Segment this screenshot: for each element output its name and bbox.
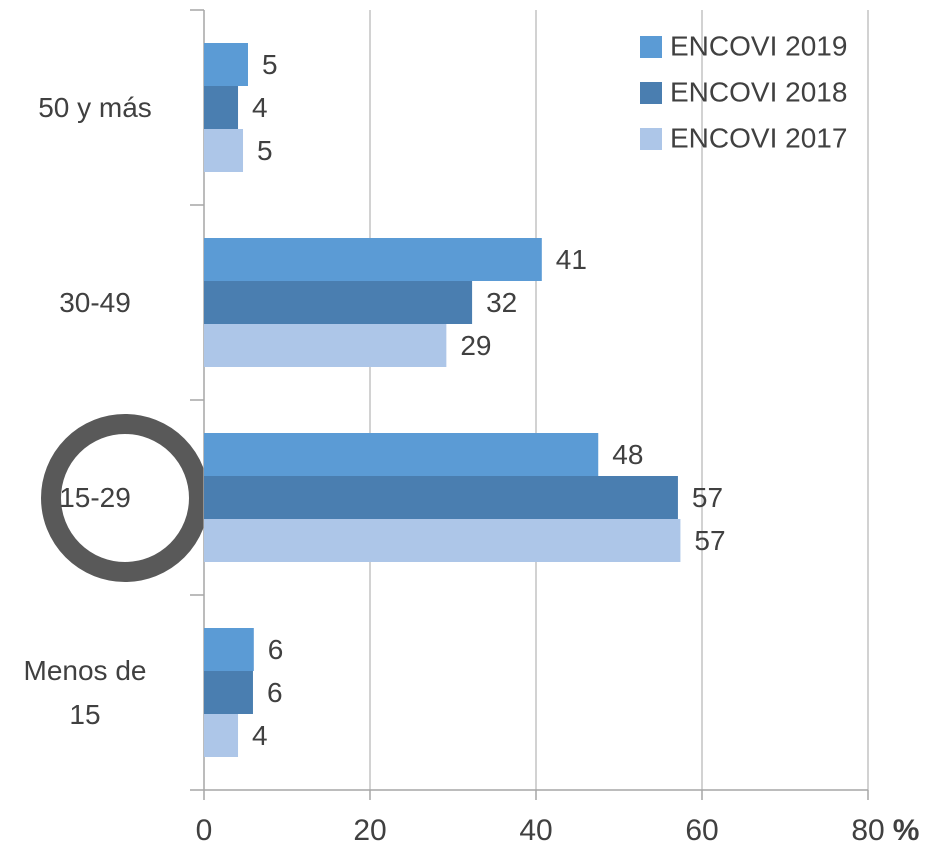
data-label: 57 — [692, 482, 723, 513]
data-label: 5 — [262, 49, 278, 80]
data-label: 32 — [486, 287, 517, 318]
x-tick-label: 40 — [519, 814, 552, 847]
y-tick-label: 15-29 — [59, 481, 131, 513]
legend-label: ENCOVI 2019 — [670, 30, 847, 61]
data-label: 6 — [268, 634, 284, 665]
legend-swatch — [640, 128, 662, 150]
bar — [204, 628, 254, 671]
bar — [204, 476, 678, 519]
bar — [204, 433, 599, 476]
bar — [204, 714, 239, 757]
highlight-circle — [41, 414, 209, 582]
bar — [204, 671, 253, 714]
y-tick-label: 50 y más — [38, 91, 152, 123]
bar — [204, 281, 473, 324]
x-tick-label: 20 — [353, 814, 386, 847]
bar — [204, 86, 239, 129]
x-tick-label: 80 — [851, 814, 884, 847]
y-tick-label: Menos de 15 — [23, 654, 147, 730]
legend-label: ENCOVI 2018 — [670, 76, 847, 107]
legend-swatch — [640, 82, 662, 104]
x-unit: % — [893, 814, 920, 847]
legend-swatch — [640, 36, 662, 58]
data-label: 57 — [694, 525, 725, 556]
legend-label: ENCOVI 2017 — [670, 122, 847, 153]
bar — [204, 43, 248, 86]
data-label: 5 — [257, 135, 273, 166]
bar — [204, 238, 542, 281]
data-label: 6 — [267, 677, 283, 708]
bar — [204, 129, 244, 172]
data-label: 29 — [460, 330, 491, 361]
bar — [204, 324, 447, 367]
data-label: 41 — [556, 244, 587, 275]
y-tick-label: 30-49 — [59, 286, 131, 318]
data-label: 4 — [252, 720, 268, 751]
data-label: 4 — [252, 92, 268, 123]
x-tick-label: 0 — [196, 814, 213, 847]
data-label: 48 — [612, 439, 643, 470]
bar — [204, 519, 681, 562]
x-tick-label: 60 — [685, 814, 718, 847]
